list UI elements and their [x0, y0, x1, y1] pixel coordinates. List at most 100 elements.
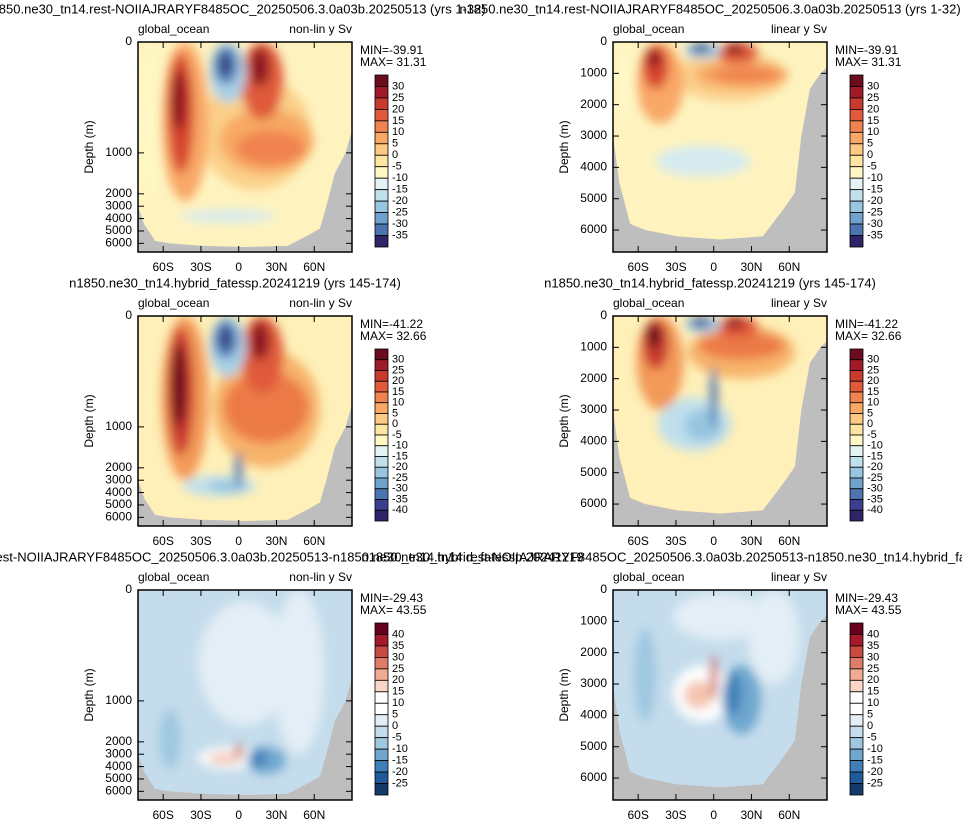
panel-title: n1850.ne30_tn14.rest-NOIIAJRARYF8485OC_2…	[0, 549, 584, 564]
colorbar-label: 25	[392, 364, 404, 376]
colorbar-label: 5	[392, 407, 398, 419]
colorbar-label: -35	[867, 493, 883, 505]
colorbar-label: -20	[392, 195, 408, 207]
colorbar-box	[374, 737, 389, 750]
colorbar-box	[374, 423, 389, 436]
colorbar-box	[374, 509, 389, 522]
colorbar-label: -30	[392, 483, 408, 495]
colorbar-label: 25	[392, 92, 404, 104]
colorbar-label: -5	[392, 429, 402, 441]
colorbar-box	[374, 189, 389, 202]
colorbar-box	[849, 509, 864, 522]
y-tick-label: 6000	[105, 510, 132, 524]
colorbar-box	[849, 370, 864, 382]
contour-blob	[696, 45, 706, 52]
contour-field	[613, 42, 827, 252]
panel-title: n1850.ne30_tn14.rest-NOIIAJRARYF8485OC_2…	[0, 1, 486, 16]
field-blobs	[161, 316, 320, 497]
y-tick-label: 3000	[105, 198, 132, 212]
colorbar-label: 15	[392, 386, 404, 398]
x-tick-label: 30N	[265, 260, 287, 274]
x-tick-label: 60S	[627, 534, 648, 548]
y-axis-label: Depth (m)	[82, 668, 96, 721]
colorbar-box	[849, 166, 864, 179]
y-tick-label: 3000	[105, 472, 132, 486]
colorbar-box	[374, 622, 389, 635]
x-tick-label: 60N	[303, 260, 325, 274]
x-tick-label: 30S	[665, 534, 686, 548]
colorbar-box	[849, 737, 864, 750]
colorbar-label: -25	[867, 472, 883, 484]
colorbar-box	[374, 212, 389, 225]
contour-blob	[171, 343, 187, 427]
panel-title: n1850.ne30_tn14.hybrid_fatessp.20241219 …	[544, 275, 876, 290]
y-tick-label: 5000	[105, 223, 132, 237]
x-tick-label: 0	[710, 534, 717, 548]
colorbar-label: 10	[392, 126, 404, 138]
colorbar-label: 20	[392, 103, 404, 115]
y-tick-label: 6000	[580, 770, 607, 784]
max-label: MAX= 31.31	[835, 55, 902, 69]
contour-blob	[709, 366, 718, 429]
contour-blob	[180, 209, 275, 223]
colorbar-label: -10	[867, 440, 883, 452]
min-label: MIN=-29.43	[835, 591, 898, 605]
colorbar-label: -5	[867, 161, 877, 173]
colorbar-box	[849, 380, 864, 393]
y-tick-label: 5000	[105, 771, 132, 785]
contour-blob	[725, 317, 745, 329]
colorbar-label: 0	[392, 149, 398, 161]
colorbar-box	[374, 634, 389, 647]
plot-frame	[137, 315, 353, 527]
colorbar-label: 0	[867, 149, 873, 161]
colorbar-label: -25	[392, 472, 408, 484]
field-blobs	[138, 42, 314, 223]
x-tick-label: 60N	[778, 260, 800, 274]
colorbar-box	[849, 154, 864, 168]
colorbar-label: 10	[867, 697, 879, 709]
colorbar-box	[374, 783, 389, 796]
panel: n1850.ne30_tn14.hybrid_fatessp.20241219 …	[69, 275, 427, 548]
colorbar-label: 25	[392, 663, 404, 675]
colorbar-box	[849, 391, 864, 404]
colorbar-box	[849, 189, 864, 202]
bathymetry	[613, 615, 827, 800]
colorbar-label: -25	[392, 777, 408, 789]
colorbar-box	[849, 177, 864, 191]
colorbar-label: -40	[867, 504, 883, 516]
y-tick-label: 2000	[105, 460, 132, 474]
colorbar-label: 20	[392, 375, 404, 387]
colorbar-label: 30	[867, 80, 879, 92]
x-tick-label: 30S	[190, 808, 211, 822]
colorbar-box	[374, 434, 389, 447]
y-axis-label: Depth (m)	[557, 394, 571, 447]
colorbar-label: -15	[867, 755, 883, 767]
colorbar-box	[374, 380, 389, 393]
y-tick-label: 1000	[580, 66, 607, 80]
contour-field	[138, 316, 352, 526]
colorbar-box	[374, 223, 389, 236]
colorbar-box	[374, 668, 389, 681]
colorbar-label: -15	[867, 450, 883, 462]
x-tick-label: 0	[235, 534, 242, 548]
colorbar-label: -10	[392, 743, 408, 755]
min-label: MIN=-39.91	[360, 43, 423, 57]
colorbar-box	[374, 131, 389, 145]
x-tick-label: 0	[710, 260, 717, 274]
colorbar-label: -30	[392, 218, 408, 230]
colorbar-label: 35	[392, 640, 404, 652]
colorbar-label: -35	[392, 229, 408, 241]
min-label: MIN=-41.22	[835, 317, 898, 331]
colorbar-box	[849, 212, 864, 225]
colorbar-label: 10	[867, 397, 879, 409]
colorbar-label: -20	[392, 461, 408, 473]
x-tick-label: 60S	[152, 260, 173, 274]
colorbar-box	[374, 477, 389, 490]
colorbar-label: 35	[867, 640, 879, 652]
colorbar-label: -25	[392, 207, 408, 219]
field-blobs	[159, 590, 325, 775]
colorbar-label: 30	[392, 80, 404, 92]
region-label: global_ocean	[613, 22, 684, 36]
colorbar-box	[849, 131, 864, 145]
